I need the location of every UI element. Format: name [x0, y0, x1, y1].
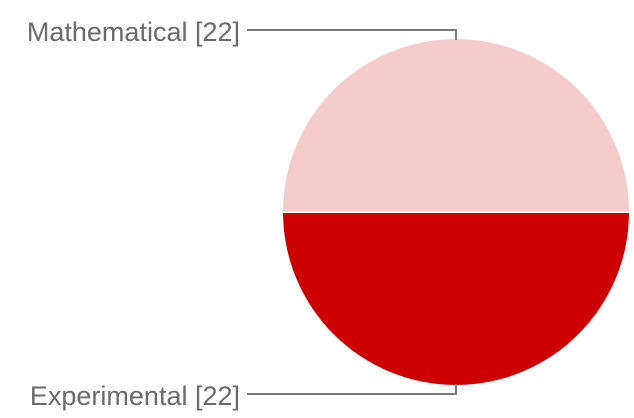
- slice-label-mathematical: Mathematical [22]: [27, 17, 240, 47]
- slice-labels: Mathematical [22] Experimental [22]: [27, 17, 240, 411]
- pie-slice-mathematical: [283, 39, 629, 212]
- leader-lines: [247, 29, 457, 395]
- pie-slice-experimental: [283, 212, 629, 385]
- pie-slices: [283, 39, 629, 385]
- slice-label-experimental: Experimental [22]: [30, 381, 240, 411]
- leader-line-mathematical: [247, 29, 457, 40]
- leader-line-experimental: [247, 384, 457, 395]
